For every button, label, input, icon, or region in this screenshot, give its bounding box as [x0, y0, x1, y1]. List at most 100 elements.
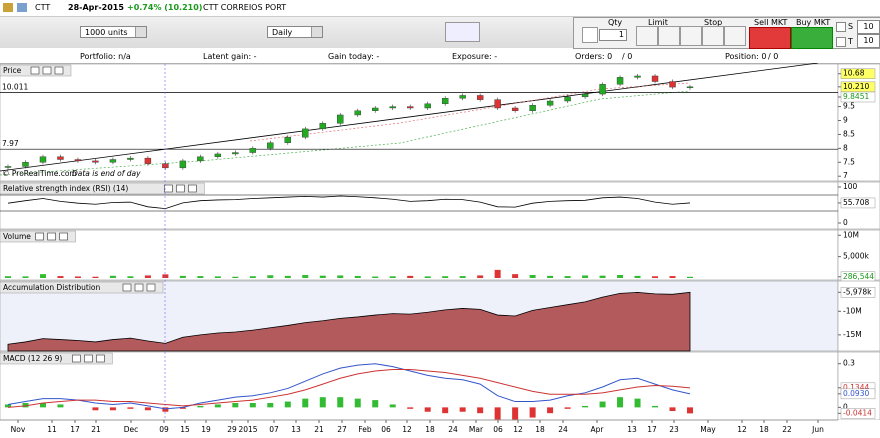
x-tick-label: Feb [358, 425, 372, 434]
candle [179, 160, 187, 169]
panel-title: Relative strength index (RSI) (14) [3, 184, 128, 193]
volume-bar [319, 275, 326, 278]
qty-label: Qty [608, 18, 623, 27]
candle [634, 75, 641, 78]
orders-2: / 0 [622, 52, 633, 61]
candle [529, 105, 536, 111]
stop-other[interactable] [724, 26, 746, 46]
x-tick-label: 13 [627, 425, 637, 434]
candle [441, 98, 449, 105]
x-tick-label: 06 [493, 425, 503, 434]
icon[interactable] [3, 3, 13, 12]
candle [4, 166, 12, 168]
panel-icon[interactable] [146, 283, 156, 292]
panel-icon[interactable] [84, 354, 93, 363]
date: 28-Apr-2015 [68, 3, 124, 12]
panel-icon[interactable] [176, 184, 185, 193]
footer-note: Data is end of day [72, 169, 141, 178]
candle [669, 81, 676, 88]
candle [564, 96, 571, 102]
candle [267, 142, 274, 149]
panel-title-box [0, 182, 205, 195]
ad-area [7, 291, 691, 352]
x-tick-label: 07 [269, 425, 279, 434]
sell-button[interactable] [749, 27, 791, 49]
panel-icon[interactable] [72, 354, 81, 363]
panel-icon[interactable] [47, 232, 56, 241]
x-axis-background [0, 420, 880, 438]
volume-bar [599, 275, 606, 278]
t-checkbox[interactable] [836, 37, 846, 47]
x-tick-label: 21 [91, 425, 101, 434]
panel-icon[interactable] [54, 66, 64, 75]
candle [74, 159, 82, 162]
s-input[interactable]: 10 [857, 20, 880, 34]
icon[interactable] [17, 3, 27, 12]
qty-input[interactable]: 1 [599, 29, 627, 41]
level-label: 7.97 [2, 139, 19, 148]
y-tick-label: 9 [843, 116, 848, 125]
candle [57, 156, 64, 160]
volume-bar [354, 275, 361, 278]
stop-sell[interactable] [680, 26, 702, 46]
histogram-bar [284, 401, 291, 408]
y-tick-label: 10.210 [843, 82, 869, 91]
histogram-bar [302, 398, 309, 408]
top-bar: CTT 28-Apr-2015 +0.74% (10.210) CTT CORR… [0, 0, 880, 17]
x-tick-label: 2015 [238, 425, 257, 434]
y-tick-label: -15M [843, 330, 862, 339]
volume-bar [669, 276, 676, 278]
histogram-bar [57, 404, 64, 408]
volume-bar [57, 276, 64, 278]
histogram-bar [22, 403, 29, 408]
volume-bar [442, 276, 449, 278]
candle [494, 99, 501, 109]
x-tick-label: 17 [647, 425, 657, 434]
candle [302, 128, 309, 138]
x-tick-label: 27 [337, 425, 347, 434]
panel-icon[interactable] [134, 283, 144, 292]
buy-button[interactable] [791, 27, 833, 49]
candle [407, 106, 414, 109]
histogram-bar [109, 407, 116, 411]
panel-icon[interactable] [35, 232, 44, 241]
t-input[interactable]: 10 [857, 34, 880, 48]
y-tick-label: 7 [843, 171, 848, 180]
stop-label: Stop [704, 18, 723, 27]
volume-bar [634, 275, 641, 278]
panel-icon[interactable] [188, 184, 197, 193]
x-tick-label: 19 [201, 425, 211, 434]
stop-buy[interactable] [702, 26, 724, 46]
tool-button[interactable] [582, 27, 598, 43]
volume-bar [424, 276, 431, 278]
panel-title-box [0, 281, 164, 294]
x-tick-label: Mar [469, 425, 484, 434]
tick-box [840, 388, 876, 400]
units-select[interactable]: 1000 units [80, 26, 147, 38]
trend-line [0, 63, 819, 172]
orders: Orders: 0 [575, 52, 613, 61]
x-tick-label: 12 [402, 425, 412, 434]
panel-icon[interactable] [42, 66, 52, 75]
panel-icon[interactable] [122, 283, 132, 292]
candle [616, 77, 624, 85]
panel-icon[interactable] [59, 232, 68, 241]
histogram-bar [5, 404, 11, 408]
histogram-bar [39, 403, 46, 408]
limit-buy[interactable] [658, 26, 680, 46]
s-checkbox[interactable] [836, 22, 846, 32]
panel-icon[interactable] [30, 66, 40, 75]
y-tick-label: 0 [843, 218, 848, 227]
panel-icon[interactable] [164, 184, 173, 193]
panel-icon[interactable] [96, 354, 105, 363]
period-select[interactable]: Daily [267, 26, 323, 38]
volume-bar [197, 276, 204, 278]
panel-title: Accumulation Distribution [3, 283, 100, 292]
limit-sell[interactable] [636, 26, 658, 46]
histogram-bar [232, 403, 239, 408]
moving-average [0, 90, 691, 176]
histogram-bar [214, 404, 221, 408]
s-label: S [848, 22, 854, 31]
chart-type-button[interactable] [445, 22, 480, 42]
